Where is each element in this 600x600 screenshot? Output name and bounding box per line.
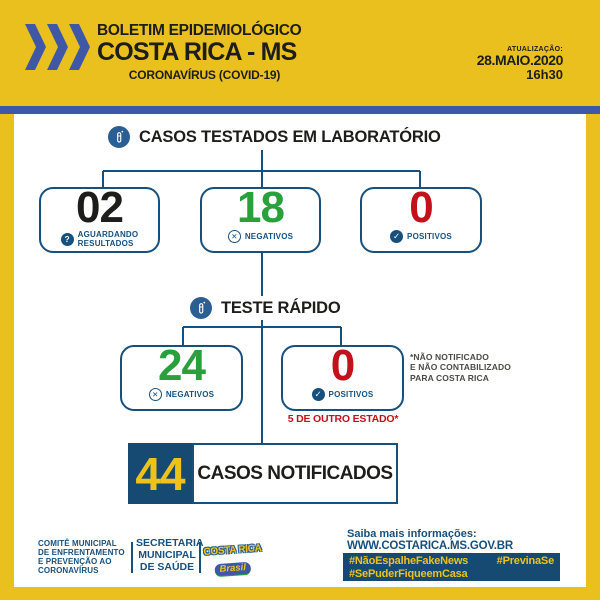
page-title: COSTA RICA - MS (97, 38, 297, 67)
footer-divider (131, 542, 133, 573)
lab-positives-count: 0 (409, 183, 434, 232)
bulletin-kicker: BOLETIM EPIDEMIOLÓGICO (97, 22, 302, 39)
chevrons-icon (25, 24, 90, 70)
update-date: 28.MAIO.2020 (476, 52, 564, 69)
hashtags-banner: #NãoEspalheFakeNews #PrevinaSe #SePuderF… (343, 553, 560, 581)
test-tube-icon (190, 297, 212, 319)
card-rapid-negatives: 24 ✕ NEGATIVOS (120, 341, 243, 411)
awaiting-label: AGUARDANDO RESULTADOS (77, 230, 139, 249)
rapid-positives-count: 0 (330, 341, 356, 390)
header-divider-bar (0, 106, 600, 114)
test-tube-icon (108, 126, 130, 148)
notified-cases-label: CASOS NOTIFICADOS (192, 443, 398, 504)
secretariat-credit: SECRETARIA MUNICIPAL DE SAÚDE (136, 537, 204, 573)
card-rapid-positives: 0 ✓ POSITIVOS (281, 341, 404, 411)
lab-section-label: CASOS TESTADOS EM LABORATÓRIO (139, 127, 441, 146)
rapid-positives-label: POSITIVOS (328, 389, 374, 399)
awaiting-count: 02 (76, 183, 124, 232)
lab-positives-label: POSITIVOS (407, 231, 452, 241)
website-url: WWW.COSTARICA.MS.GOV.BR (347, 540, 513, 552)
lab-negatives-label: NEGATIVOS (244, 231, 294, 241)
notified-cases-count: 44 (128, 443, 192, 504)
card-lab-positives: 0 ✓ POSITIVOS (360, 183, 482, 253)
hashtag-previna-se: #PrevinaSe (496, 555, 555, 567)
rapid-section-label: TESTE RÁPIDO (221, 298, 341, 317)
costa-rica-logo: COSTA RICA Brasil (203, 538, 262, 578)
header-title-block: BOLETIM EPIDEMIOLÓGICO COSTA RICA - MS C… (97, 22, 312, 82)
not-counted-note: *NÃO NOTIFICADO E NÃO CONTABILIZADO PARA… (410, 352, 511, 383)
other-state-note: 5 DE OUTRO ESTADO* (287, 413, 399, 425)
logo-country-name: Brasil (214, 561, 252, 577)
more-info-label: Saiba mais informações: (347, 528, 477, 540)
logo-city-name: COSTA RICA (203, 542, 262, 558)
x-circle-icon: ✕ (227, 230, 241, 244)
lab-negatives-count: 18 (237, 183, 285, 232)
rapid-negatives-count: 24 (158, 341, 206, 390)
card-lab-negatives: 18 ✕ NEGATIVOS (200, 183, 321, 253)
x-circle-icon: ✕ (148, 388, 162, 402)
check-circle-icon: ✓ (311, 388, 325, 402)
update-time: 16h30 (526, 67, 563, 83)
hashtag-fake-news: #NãoEspalheFakeNews (349, 555, 469, 567)
committee-credit: COMITÊ MUNICIPAL DE ENFRENTAMENTO E PREV… (38, 539, 125, 575)
card-awaiting-results: 02 ? AGUARDANDO RESULTADOS (39, 183, 160, 253)
rapid-section-title: TESTE RÁPIDO (190, 297, 341, 319)
check-circle-icon: ✓ (390, 230, 404, 244)
question-circle-icon: ? (60, 232, 74, 246)
update-label: ATUALIZAÇÃO: (507, 46, 563, 53)
footer-divider (199, 542, 201, 573)
update-block: ATUALIZAÇÃO: 28.MAIO.2020 16h30 (476, 46, 564, 83)
rapid-negatives-label: NEGATIVOS (165, 389, 215, 399)
hashtag-fique-em-casa: #SePuderFiqueemCasa (349, 567, 468, 580)
bulletin-subtitle: CORONAVÍRUS (COVID-19) (128, 68, 281, 83)
lab-section-title: CASOS TESTADOS EM LABORATÓRIO (108, 126, 441, 148)
